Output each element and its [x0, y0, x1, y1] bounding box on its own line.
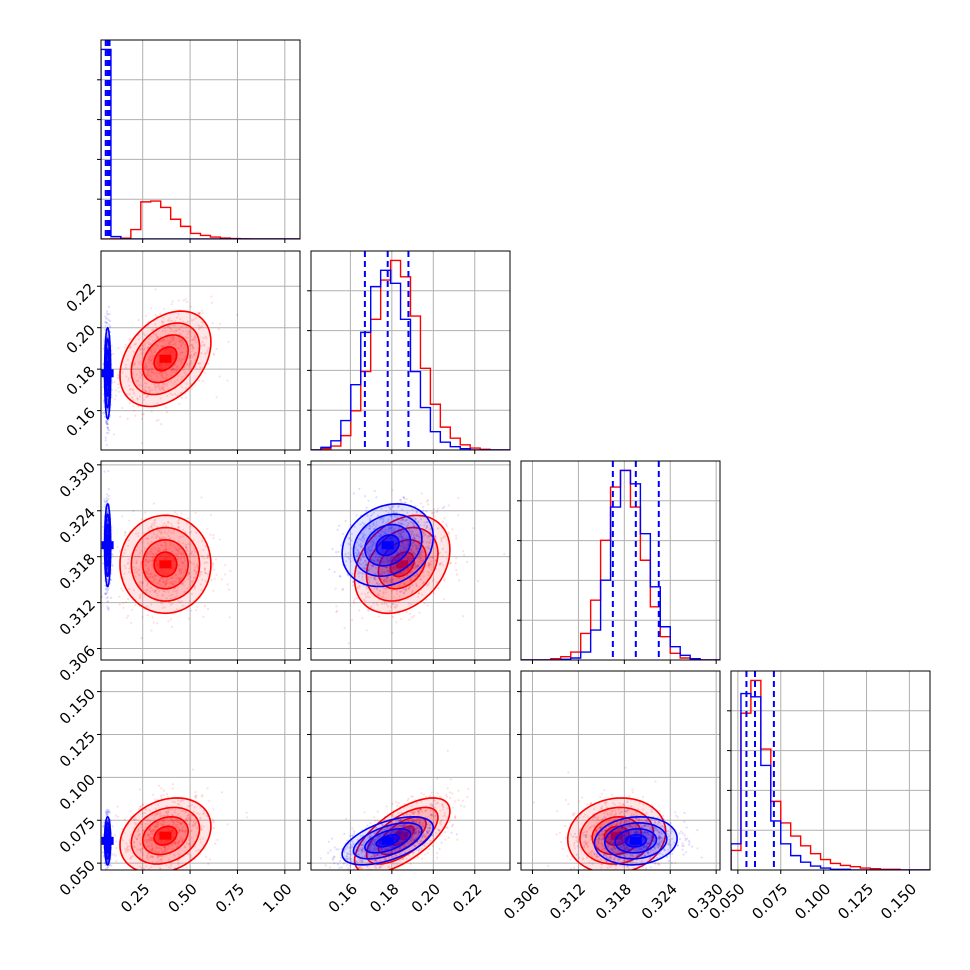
- density-peak-series-1: [159, 831, 172, 840]
- y-tick-label: 0.075: [56, 814, 99, 857]
- density-peak-series-1: [159, 354, 172, 363]
- x-tick-label: 0.125: [834, 880, 877, 923]
- density-peak-series-2: [101, 836, 114, 845]
- histogram-step-series-2: [311, 269, 510, 450]
- scatter-frame: [100, 670, 301, 871]
- density-peak-series-1: [159, 560, 172, 569]
- density-peak-series-2: [381, 836, 394, 845]
- y-tick-label: 0.22: [63, 280, 99, 316]
- x-tick-label: 0.50: [164, 880, 200, 916]
- hist-frame: [520, 460, 721, 661]
- y-tick-label: 0.18: [63, 362, 99, 398]
- scatter-frame: [520, 670, 721, 871]
- density-peak-series-2: [101, 369, 114, 378]
- y-tick-label: 0.312: [56, 596, 99, 639]
- x-tick-label: 1.00: [259, 880, 295, 916]
- x-tick-label: 0.324: [638, 880, 681, 923]
- hist-frame: [100, 39, 301, 240]
- hist-panel-2: [307, 250, 511, 451]
- density-peak-series-1: [610, 831, 623, 840]
- hist-panel-3: [517, 460, 721, 661]
- x-tick-label: 0.18: [366, 880, 402, 916]
- y-tick-label: 0.20: [63, 321, 99, 357]
- x-tick-label: 0.150: [877, 880, 920, 923]
- x-tick-label: 0.075: [748, 880, 791, 923]
- y-tick-label: 0.125: [56, 728, 99, 771]
- histogram-step-series-2: [101, 48, 300, 239]
- panels-layer: 0.25 0.50 0.75 1.00 0.16 0.18 0.20 0.22 0.306 0.3…: [56, 39, 931, 923]
- hist-frame: [310, 250, 511, 451]
- histogram-step-series-2: [521, 469, 720, 660]
- density-peak-series-1: [396, 831, 409, 840]
- hist-panel-1: [97, 39, 301, 240]
- y-tick-label: 0.330: [56, 458, 99, 501]
- y-tick-label: 0.150: [56, 685, 99, 728]
- x-tick-label: 0.25: [117, 880, 153, 916]
- y-tick-label: 0.100: [56, 771, 99, 814]
- scatter-panel-3-1: [100, 460, 301, 661]
- y-tick-label: 0.318: [56, 550, 99, 593]
- scatter-frame: [100, 250, 301, 451]
- x-tick-label: 0.100: [791, 880, 834, 923]
- x-tick-label: 0.306: [500, 880, 543, 923]
- histogram-step-series-1: [311, 259, 510, 450]
- scatter-frame: [100, 460, 301, 661]
- x-tick-label: 0.16: [325, 880, 361, 916]
- scatter-panel-2-1: [100, 250, 301, 451]
- hist-panel-4: [727, 670, 931, 871]
- x-tick-label: 0.20: [408, 880, 444, 916]
- histogram-step-series-1: [731, 679, 930, 870]
- y-tick-label: 0.324: [56, 504, 99, 547]
- hist-frame: [730, 670, 931, 871]
- scatter-frame: [310, 670, 511, 871]
- density-peak-series-2: [381, 541, 394, 550]
- scatter-panel-4-3: [520, 670, 721, 871]
- scatter-panel-4-1: [100, 670, 301, 871]
- x-tick-label: 0.318: [592, 880, 635, 923]
- scatter-frame: [310, 460, 511, 661]
- x-tick-label: 0.75: [212, 880, 248, 916]
- y-tick-label: 0.306: [56, 642, 99, 685]
- y-tick-label: 0.16: [63, 404, 99, 440]
- x-tick-label: 0.22: [449, 880, 485, 916]
- scatter-panel-3-2: [310, 460, 511, 661]
- density-peak-series-2: [101, 541, 114, 550]
- y-tick-label: 0.050: [56, 856, 99, 899]
- histogram-step-series-1: [101, 200, 300, 239]
- x-tick-label: 0.312: [546, 880, 589, 923]
- scatter-panel-4-2: [310, 670, 511, 871]
- histogram-step-series-2: [731, 692, 930, 870]
- density-peak-series-1: [396, 560, 409, 569]
- density-peak-series-2: [629, 836, 642, 845]
